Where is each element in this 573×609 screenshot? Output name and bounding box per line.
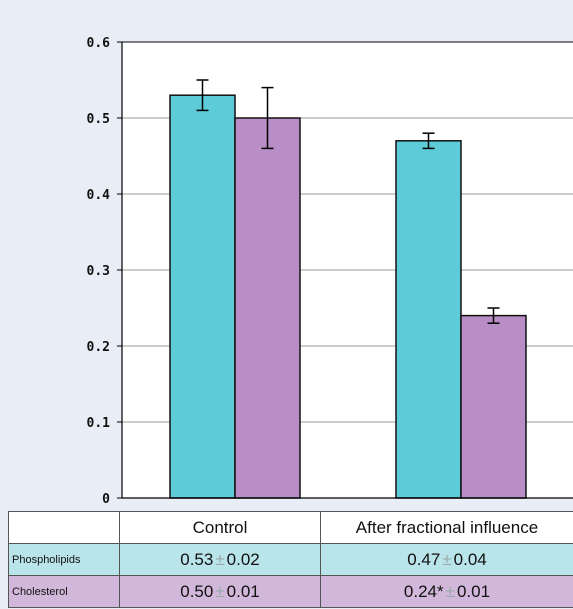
- y-tick-label: 0.5: [87, 112, 110, 127]
- y-tick-label: 0.4: [87, 188, 111, 203]
- plus-minus-symbol: ±: [442, 549, 452, 569]
- plus-minus-symbol: ±: [445, 581, 455, 601]
- bar-chart: 0 0.1 0.2 0.3 0.4 0.5 0.6: [87, 36, 573, 507]
- table-header-row: Control After fractional influence: [8, 511, 573, 544]
- y-tick-label: 0.2: [87, 340, 110, 355]
- value: 0.53: [180, 549, 214, 569]
- data-table: Control After fractional influence Phosp…: [8, 511, 573, 608]
- cell-control: 0.53 ±0.02: [119, 543, 321, 576]
- value: 0.47: [407, 549, 441, 569]
- axes-group: [117, 41, 573, 499]
- plus-minus-symbol: ±: [215, 549, 225, 569]
- table-header-control: Control: [119, 511, 321, 544]
- error-value: 0.04: [453, 549, 487, 569]
- error-value: 0.02: [226, 549, 260, 569]
- value: 0.24*: [403, 581, 444, 601]
- y-tick-label: 0.6: [87, 36, 111, 51]
- bar-cholesterol-0: [234, 117, 301, 499]
- bar-phospholipids-1: [395, 140, 462, 499]
- cell-control: 0.50 ±0.01: [119, 575, 321, 608]
- bar-cholesterol-1: [460, 314, 527, 499]
- cell-after: 0.24* ±0.01: [320, 575, 573, 608]
- table-row-phospholipids: Phospholipids 0.53 ±0.02 0.47 ±0.04: [8, 543, 573, 576]
- y-tick-label: 0.1: [87, 416, 111, 431]
- error-bars-group: [196, 79, 500, 324]
- value: 0.50: [180, 581, 214, 601]
- row-label: Cholesterol: [8, 575, 120, 608]
- cell-after: 0.47 ±0.04: [320, 543, 573, 576]
- y-tick-label: 0.3: [87, 264, 110, 279]
- bar-phospholipids-0: [169, 94, 236, 499]
- y-tick-label: 0: [102, 492, 110, 507]
- table-header-after: After fractional influence: [320, 511, 573, 544]
- table-header-blank: [8, 511, 120, 544]
- bars-group: [169, 94, 527, 499]
- plus-minus-symbol: ±: [215, 581, 225, 601]
- row-label: Phospholipids: [8, 543, 120, 576]
- error-value: 0.01: [456, 581, 491, 601]
- table-row-cholesterol: Cholesterol 0.50 ±0.01 0.24* ±0.01: [8, 575, 573, 608]
- y-tick-labels: 0 0.1 0.2 0.3 0.4 0.5 0.6: [87, 36, 111, 507]
- error-value: 0.01: [226, 581, 260, 601]
